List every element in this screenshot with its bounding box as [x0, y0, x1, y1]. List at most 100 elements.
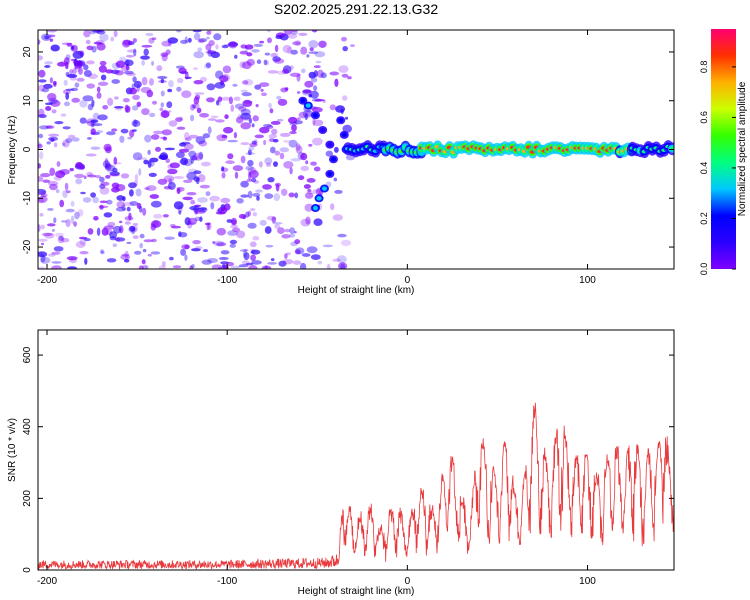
spectrogram-noise-blob: [310, 254, 321, 260]
spectrogram-noise-blob: [308, 93, 313, 98]
spectrogram-noise-blob: [184, 36, 188, 43]
spectrogram-noise-blob: [78, 66, 83, 75]
spectrogram-noise-blob: [251, 49, 260, 53]
spectrogram-noise-blob: [178, 210, 182, 215]
spectrogram-noise-blob: [253, 43, 263, 48]
spectrogram-noise-blob: [240, 44, 248, 49]
spectrogram-noise-blob: [334, 146, 339, 153]
spectrogram-noise-blob: [180, 39, 189, 45]
spectrogram-noise-blob: [205, 50, 217, 55]
spectrogram-noise-blob: [340, 108, 344, 115]
spectrogram-noise-blob: [95, 175, 102, 179]
spectrogram-noise-blob: [193, 80, 204, 85]
spectrogram-noise-blob: [57, 235, 65, 244]
spectrogram-noise-blob: [91, 30, 101, 33]
spectrogram-noise-blob: [42, 179, 51, 183]
spectrogram-noise-blob: [65, 208, 75, 213]
spectrogram-noise-blob: [193, 51, 204, 59]
spectrogram-noise-blob: [107, 97, 114, 107]
spectrogram-noise-blob: [283, 30, 293, 35]
spectrogram-noise-blob: [269, 108, 274, 114]
spectrogram-noise-blob: [300, 262, 307, 269]
spectrogram-noise-blob: [255, 104, 259, 108]
spectrogram-noise-blob: [99, 60, 107, 66]
spectrogram-noise-blob: [39, 125, 50, 130]
spectrogram-noise-blob: [66, 190, 71, 194]
spectrogram-noise-blob: [215, 70, 224, 79]
spectrogram-noise-blob: [87, 137, 92, 140]
spectrogram-noise-blob: [314, 99, 326, 102]
spectrogram-noise-blob: [102, 160, 111, 169]
spectrogram-noise-blob: [151, 37, 157, 41]
spectrogram-noise-blob: [104, 163, 112, 170]
spectrogram-noise-blob: [109, 171, 120, 176]
spectrogram-noise-blob: [270, 120, 281, 125]
spectrogram-noise-blob: [330, 203, 335, 211]
snr-series-line: [38, 402, 674, 570]
spectrogram-noise-blob: [210, 202, 215, 210]
spectrogram-noise-blob: [271, 216, 277, 223]
spectrogram-noise-blob: [242, 117, 251, 121]
spectrogram-noise-blob: [232, 83, 238, 87]
spectrogram-noise-blob: [168, 181, 176, 190]
spectrogram-noise-blob: [127, 137, 132, 140]
spectrogram-noise-blob: [53, 142, 58, 148]
spectrogram-noise-blob: [296, 91, 301, 94]
spectrogram-noise-blob: [67, 73, 78, 78]
spectrogram-noise-blob: [126, 241, 132, 245]
spectrogram-noise-blob: [281, 188, 288, 196]
spectrogram-noise-blob: [306, 191, 317, 195]
spectrogram-noise-blob: [230, 104, 235, 112]
spectrogram-noise-blob: [68, 134, 76, 139]
spectrogram-noise-blob: [313, 85, 318, 91]
spectrogram-noise-blob: [98, 205, 109, 208]
spectrogram-noise-blob: [246, 58, 255, 66]
spectrogram-noise-blob: [288, 116, 298, 124]
spectrogram-noise-blob: [234, 103, 245, 109]
spectrogram-noise-blob: [183, 143, 194, 151]
spectrogram-noise-blob: [217, 207, 228, 214]
spectrogram-x-tick-label: -100: [217, 275, 237, 286]
spectrogram-noise-blob: [267, 70, 278, 74]
spectrogram-noise-blob: [289, 131, 297, 135]
spectrogram-noise-blob: [87, 103, 94, 111]
spectrogram-noise-blob: [236, 230, 246, 239]
spectrogram-noise-blob: [192, 30, 202, 33]
spectrogram-noise-blob: [207, 118, 217, 121]
spectrogram-noise-blob: [252, 235, 260, 241]
spectrogram-noise-blob: [47, 223, 56, 227]
spectrogram-noise-blob: [274, 224, 281, 230]
spectrogram-noise-blob: [83, 64, 89, 71]
spectrogram-noise-blob: [282, 44, 292, 54]
spectrogram-noise-blob: [83, 175, 87, 179]
spectrogram-noise-blob: [205, 191, 211, 197]
spectrogram-noise-blob: [266, 30, 271, 33]
spectrogram-noise-blob: [245, 165, 254, 171]
spectrogram-noise-blob: [227, 139, 239, 143]
spectrogram-noise-blob: [38, 266, 46, 269]
spectrogram-noise-blob: [70, 215, 75, 224]
spectrogram-noise-blob: [256, 59, 262, 64]
spectrogram-noise-blob: [300, 46, 308, 55]
spectrogram-noise-blob: [240, 142, 250, 146]
spectrogram-noise-blob: [114, 70, 124, 76]
spectrogram-noise-blob: [98, 65, 107, 73]
spectrogram-noise-blob: [278, 260, 287, 267]
spectrogram-noise-blob: [169, 162, 180, 169]
spectrogram-noise-blob: [49, 77, 54, 84]
spectrogram-x-tick-label: 100: [579, 275, 596, 286]
spectrogram-noise-blob: [239, 249, 248, 252]
spectrogram-noise-blob: [100, 74, 107, 81]
spectrogram-noise-blob: [132, 222, 139, 226]
spectrogram-noise-blob: [310, 77, 318, 83]
spectrogram-noise-blob: [105, 69, 114, 74]
spectrogram-noise-blob: [194, 94, 201, 100]
spectrogram-noise-blob: [329, 104, 336, 111]
spectrogram-noise-blob: [218, 256, 229, 261]
spectrogram-noise-blob: [96, 227, 101, 236]
snr-y-tick-label: 400: [22, 418, 33, 435]
spectrogram-noise-blob: [124, 216, 134, 221]
snr-y-label: SNR (10 * v/v): [7, 418, 18, 482]
spectrogram-noise-blob: [99, 176, 105, 183]
spectrogram-noise-blob: [190, 114, 195, 122]
